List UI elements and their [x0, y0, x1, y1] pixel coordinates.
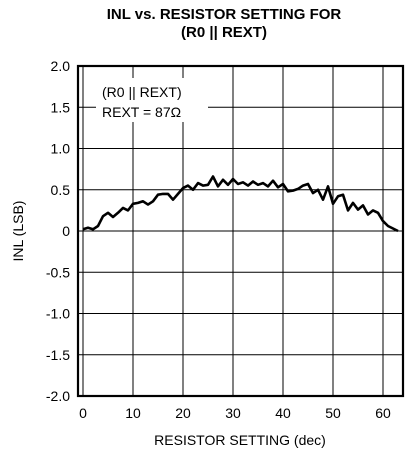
y-tick-label: -2.0: [46, 388, 70, 404]
y-tick-label: 0: [62, 223, 70, 239]
chart-subtitle: (R0 || REXT): [181, 24, 267, 41]
x-axis-label: RESISTOR SETTING (dec): [154, 432, 326, 448]
chart-title: INL vs. RESISTOR SETTING FOR: [106, 6, 342, 23]
inl-series-line: [82, 175, 399, 233]
x-tick-label: 10: [125, 405, 141, 421]
y-tick-label: -0.5: [46, 264, 70, 280]
annotation-line-2: REXT = 87Ω: [102, 104, 181, 120]
series-layer: [82, 175, 399, 233]
x-tick-label: 60: [375, 405, 391, 421]
y-tick-label: 1.5: [51, 99, 71, 115]
x-tick-label: 40: [275, 405, 291, 421]
tick-labels: 0 10 20 30 40 50 60 2.0 1.5 1.0 0.5 0 -0.5 -1.0 -1.5 -2…: [46, 58, 391, 421]
x-tick-label: 30: [225, 405, 241, 421]
y-tick-label: 1.0: [51, 141, 71, 157]
annotation-line-1: (R0 || REXT): [102, 84, 182, 100]
y-tick-label: 0.5: [51, 182, 71, 198]
x-tick-label: 0: [79, 405, 87, 421]
annotation-box: [96, 78, 208, 122]
y-tick-label: -1.0: [46, 306, 70, 322]
x-tick-label: 50: [325, 405, 341, 421]
plot-frame: [76, 64, 405, 398]
y-tick-label: 2.0: [51, 58, 71, 74]
x-tick-label: 20: [175, 405, 191, 421]
y-axis-label: INL (LSB): [10, 201, 26, 262]
y-tick-label: -1.5: [46, 347, 70, 363]
